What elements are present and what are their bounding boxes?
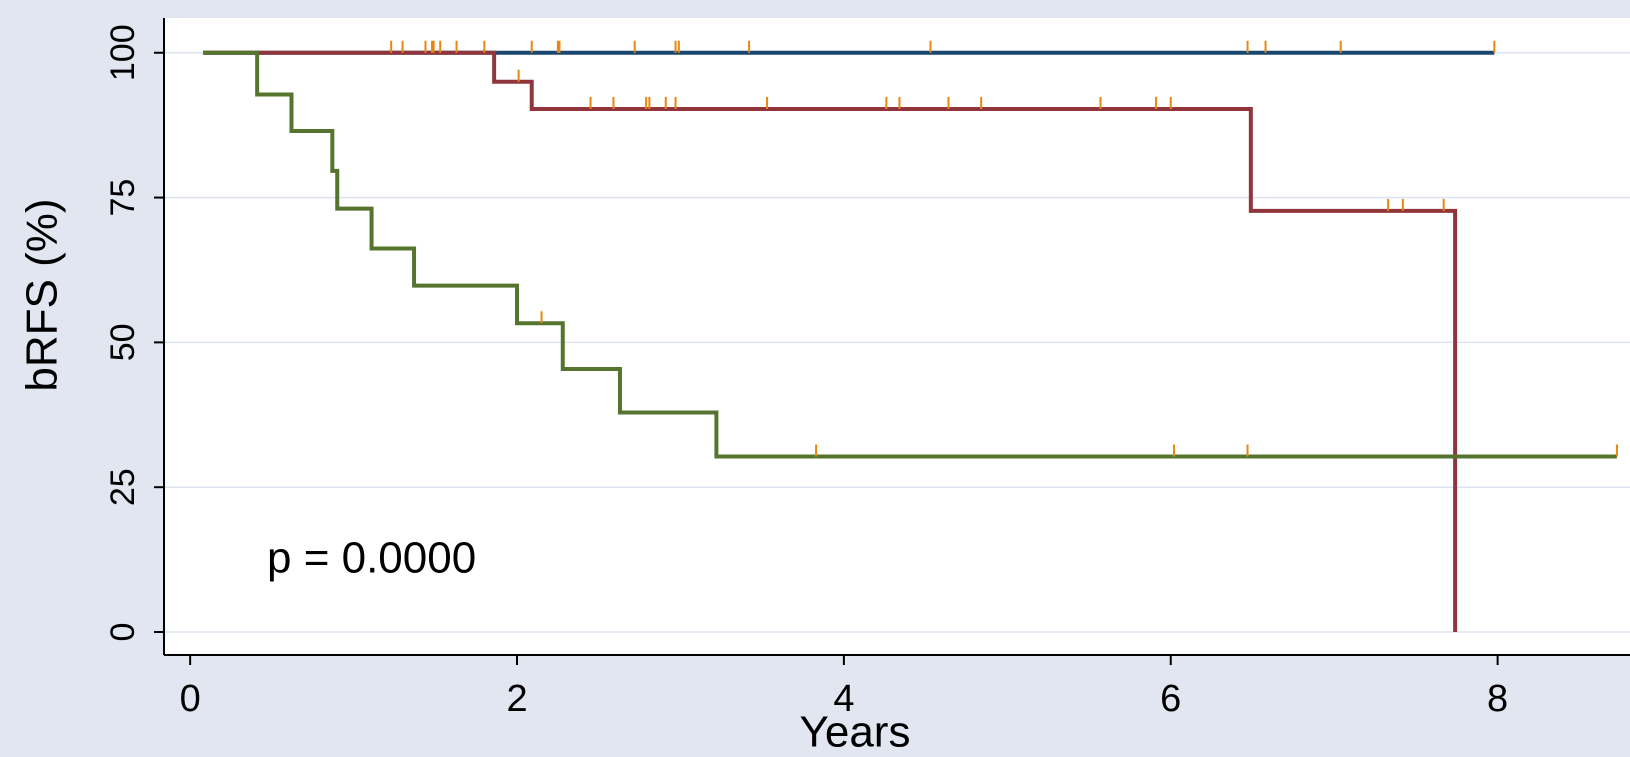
y-tick-label: 25 xyxy=(104,468,142,506)
plot-area xyxy=(164,18,1630,655)
x-tick-label: 8 xyxy=(1487,678,1508,720)
survival-curve xyxy=(203,50,1617,459)
annotation: p = 0.0000 xyxy=(267,534,476,583)
y-axis-label: bRFS (%) xyxy=(18,198,67,391)
x-tick-label: 0 xyxy=(180,678,201,720)
survival-curve xyxy=(203,50,1458,633)
x-tick-label: 2 xyxy=(506,678,527,720)
y-tick-label: 100 xyxy=(104,24,142,81)
x-tick-label: 6 xyxy=(1160,678,1181,720)
y-tick-label: 75 xyxy=(104,179,142,217)
y-tick-label: 50 xyxy=(104,323,142,361)
x-axis-label: Years xyxy=(800,708,911,757)
y-tick-label: 0 xyxy=(104,623,142,642)
x-tick-label: 4 xyxy=(833,678,854,720)
